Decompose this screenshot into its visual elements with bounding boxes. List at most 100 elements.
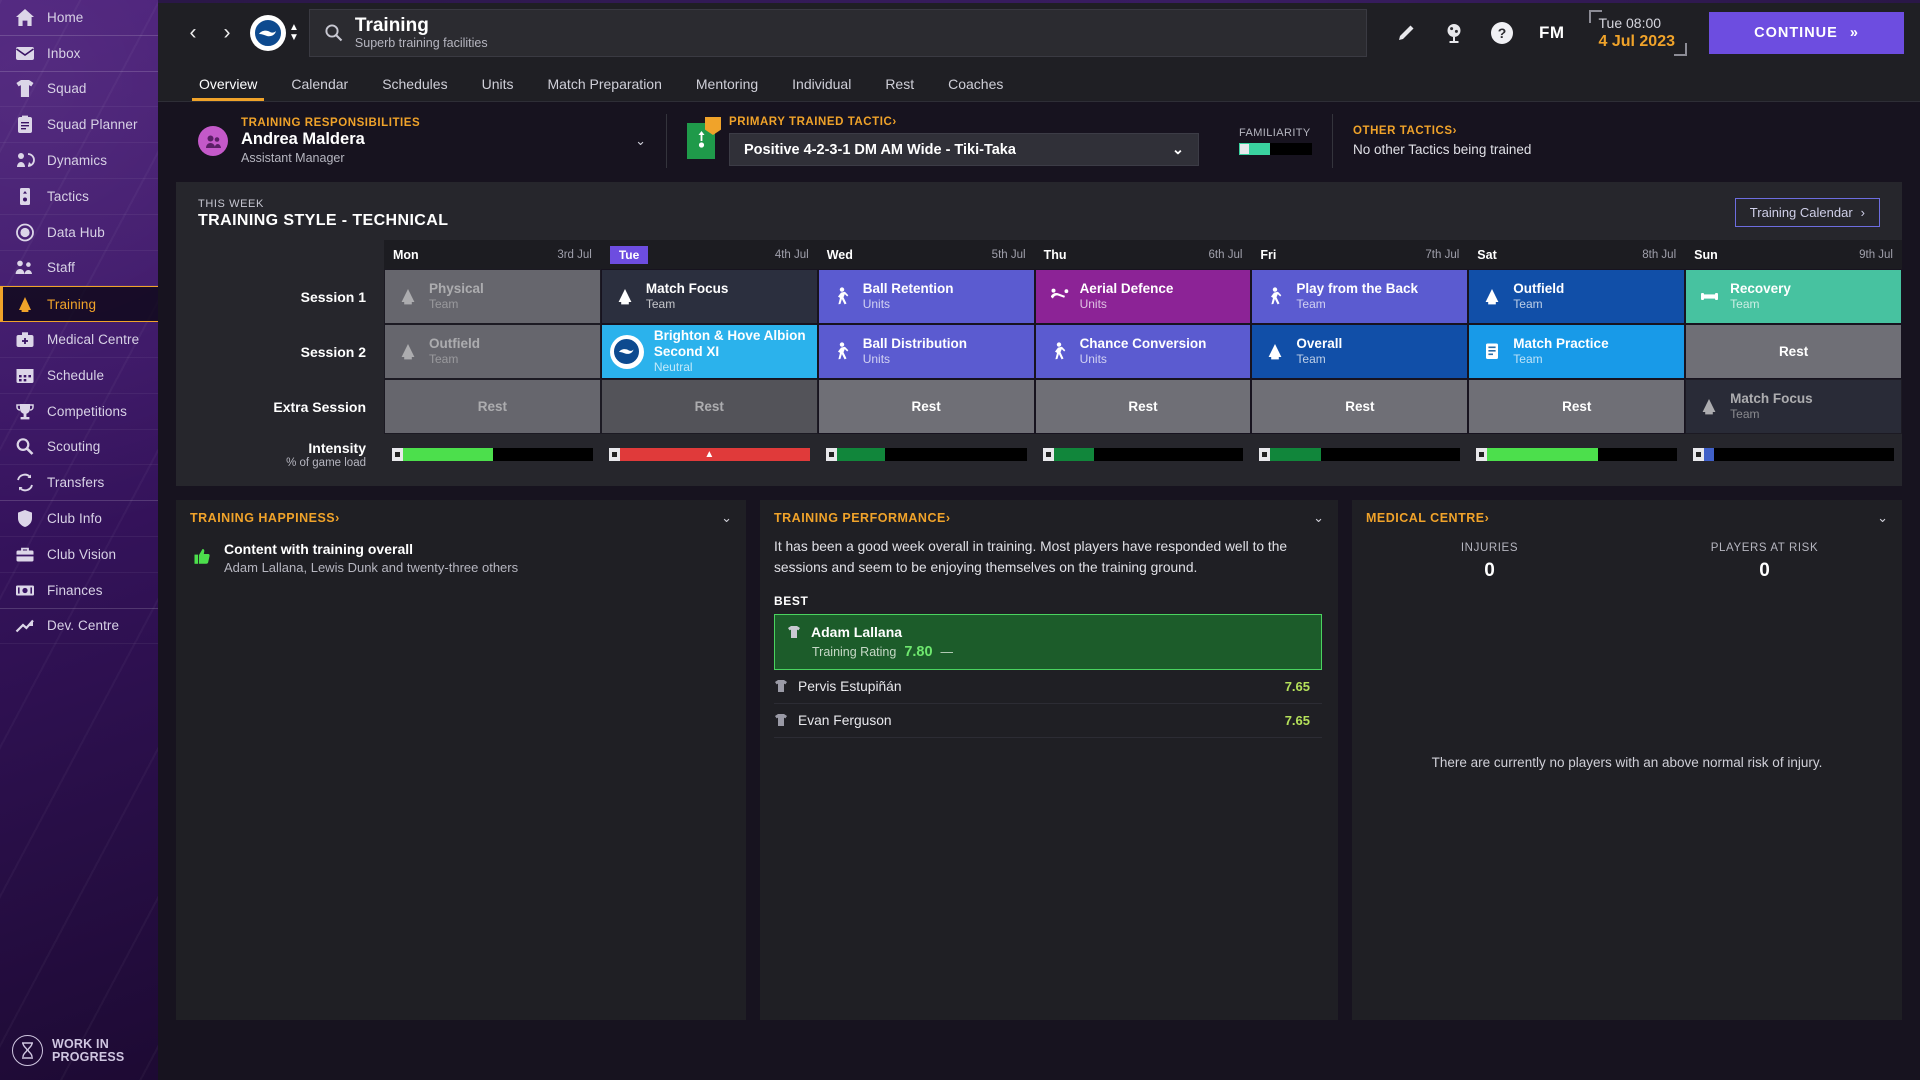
intensity-handle[interactable] bbox=[608, 447, 620, 461]
intensity-bar[interactable] bbox=[392, 447, 593, 461]
tab-coaches[interactable]: Coaches bbox=[931, 67, 1020, 101]
tab-overview[interactable]: Overview bbox=[182, 67, 274, 101]
intensity-handle[interactable] bbox=[825, 447, 837, 461]
intensity-handle[interactable] bbox=[392, 447, 403, 461]
club-switch-icon[interactable]: ▲ ▼ bbox=[289, 22, 299, 43]
performance-row[interactable]: Pervis Estupiñán 7.65 bbox=[774, 670, 1322, 704]
sidebar-item-training[interactable]: Training bbox=[0, 286, 158, 323]
training-session-cell[interactable]: Outfield Team bbox=[384, 324, 601, 379]
tab-schedules[interactable]: Schedules bbox=[365, 67, 464, 101]
edit-icon[interactable] bbox=[1393, 20, 1419, 46]
sidebar-item-scouting[interactable]: Scouting bbox=[0, 430, 158, 466]
forward-button[interactable]: › bbox=[223, 21, 231, 44]
training-session-cell[interactable]: Chance Conversion Units bbox=[1034, 324, 1252, 379]
tab-units[interactable]: Units bbox=[465, 67, 531, 101]
primary-tactic-block: PRIMARY TRAINED TACTIC› Positive 4-2-3-1… bbox=[687, 116, 1312, 166]
sidebar-item-inbox[interactable]: Inbox bbox=[0, 36, 158, 72]
tab-rest[interactable]: Rest bbox=[868, 67, 931, 101]
back-button[interactable]: ‹ bbox=[189, 21, 197, 44]
intensity-handle[interactable] bbox=[1259, 447, 1271, 461]
chevron-down-icon[interactable]: ⌄ bbox=[635, 133, 646, 148]
day-header: Sat 8th Jul bbox=[1468, 240, 1686, 269]
sidebar-item-squad-planner[interactable]: Squad Planner bbox=[0, 107, 158, 144]
happiness-row[interactable]: Content with training overall Adam Lalla… bbox=[176, 530, 746, 577]
training-session-cell[interactable]: Ball Retention Units bbox=[817, 269, 1035, 324]
training-session-rest-cell[interactable]: Rest bbox=[1468, 379, 1686, 434]
intensity-bar[interactable] bbox=[1476, 447, 1678, 461]
intensity-bar[interactable]: ▲ bbox=[608, 447, 810, 461]
intensity-cell[interactable]: ▲ bbox=[601, 434, 818, 474]
globe-icon[interactable] bbox=[1441, 20, 1467, 46]
training-session-cell[interactable]: Match Focus Team bbox=[1685, 379, 1902, 434]
training-session-cell[interactable]: Ball Distribution Units bbox=[817, 324, 1035, 379]
chevron-down-icon[interactable]: ⌄ bbox=[721, 510, 732, 525]
training-session-rest-cell[interactable]: Rest bbox=[1034, 379, 1252, 434]
training-session-rest-cell[interactable]: Rest bbox=[600, 379, 818, 434]
intensity-bar[interactable] bbox=[1042, 447, 1244, 461]
tab-mentoring[interactable]: Mentoring bbox=[679, 67, 775, 101]
sidebar-item-dynamics[interactable]: Dynamics bbox=[0, 143, 158, 179]
sidebar-item-squad[interactable]: Squad bbox=[0, 72, 158, 108]
intensity-cell[interactable] bbox=[1685, 434, 1902, 474]
training-session-rest-cell[interactable]: Rest bbox=[1251, 379, 1469, 434]
training-session-cell[interactable]: Match Practice Team bbox=[1468, 324, 1686, 379]
help-icon[interactable]: ? bbox=[1489, 20, 1515, 46]
sidebar-item-schedule[interactable]: Schedule bbox=[0, 358, 158, 394]
training-performance-title[interactable]: TRAINING PERFORMANCE› bbox=[774, 511, 951, 525]
training-happiness-title[interactable]: TRAINING HAPPINESS› bbox=[190, 511, 340, 525]
performance-row[interactable]: Evan Ferguson 7.65 bbox=[774, 704, 1322, 738]
sidebar-item-club-info[interactable]: Club Info bbox=[0, 501, 158, 537]
sidebar-item-data-hub[interactable]: Data Hub bbox=[0, 215, 158, 251]
brighton-crest-icon[interactable] bbox=[250, 15, 286, 51]
intensity-handle[interactable] bbox=[1476, 447, 1488, 461]
continue-button[interactable]: CONTINUE » bbox=[1709, 12, 1904, 54]
chevron-down-icon[interactable]: ⌄ bbox=[1313, 510, 1324, 525]
primary-tactic-select[interactable]: Positive 4-2-3-1 DM AM Wide - Tiki-Taka … bbox=[729, 133, 1199, 166]
training-session-cell[interactable]: Play from the Back Team bbox=[1251, 269, 1469, 324]
training-session-cell[interactable]: Recovery Team bbox=[1685, 269, 1902, 324]
intensity-cell[interactable] bbox=[1035, 434, 1252, 474]
training-session-cell[interactable]: Physical Team bbox=[384, 269, 601, 324]
chevron-down-icon[interactable]: ⌄ bbox=[1877, 510, 1888, 525]
sidebar-item-transfers[interactable]: Transfers bbox=[0, 465, 158, 502]
sidebar-item-home[interactable]: Home bbox=[0, 0, 158, 36]
training-calendar-button[interactable]: Training Calendar › bbox=[1734, 198, 1880, 227]
cell-title: Chance Conversion bbox=[1079, 336, 1207, 351]
training-session-rest-cell[interactable]: Rest bbox=[817, 379, 1035, 434]
sidebar-item-club-vision[interactable]: Club Vision bbox=[0, 537, 158, 573]
best-player-card[interactable]: Adam Lallana Training Rating 7.80 — bbox=[774, 614, 1322, 670]
intensity-bar[interactable] bbox=[1259, 447, 1461, 461]
other-tactics-label: OTHER TACTICS› bbox=[1353, 124, 1457, 137]
training-responsibilities[interactable]: TRAINING RESPONSIBILITIES Andrea Maldera… bbox=[176, 117, 646, 166]
sidebar-item-label: Tactics bbox=[47, 188, 89, 204]
sidebar-item-finances[interactable]: Finances bbox=[0, 573, 158, 609]
medical-centre-title[interactable]: MEDICAL CENTRE› bbox=[1366, 511, 1490, 525]
intensity-cell[interactable] bbox=[818, 434, 1035, 474]
search-input[interactable]: Training Superb training facilities bbox=[308, 9, 1367, 57]
sidebar-item-competitions[interactable]: Competitions bbox=[0, 394, 158, 430]
sidebar-item-tactics[interactable]: Tactics bbox=[0, 179, 158, 215]
intensity-cell[interactable] bbox=[384, 434, 601, 474]
intensity-handle[interactable] bbox=[1693, 447, 1705, 461]
tab-match-preparation[interactable]: Match Preparation bbox=[530, 67, 678, 101]
intensity-handle[interactable] bbox=[1042, 447, 1054, 461]
intensity-cell[interactable] bbox=[1251, 434, 1468, 474]
intensity-bar[interactable] bbox=[825, 447, 1027, 461]
tab-individual[interactable]: Individual bbox=[775, 67, 868, 101]
intensity-cell[interactable] bbox=[1468, 434, 1685, 474]
best-rating-label: Training Rating bbox=[812, 645, 897, 659]
sidebar-item-dev-centre[interactable]: Dev. Centre bbox=[0, 609, 158, 645]
training-session-cell[interactable]: Match Focus Team bbox=[600, 269, 818, 324]
training-session-cell[interactable]: Overall Team bbox=[1251, 324, 1469, 379]
sidebar-item-staff[interactable]: Staff bbox=[0, 251, 158, 287]
tab-calendar[interactable]: Calendar bbox=[274, 67, 365, 101]
training-session-cell[interactable]: Outfield Team bbox=[1468, 269, 1686, 324]
training-session-cell[interactable]: Brighton & Hove Albion Second XI Neutral bbox=[600, 324, 818, 379]
training-session-rest-cell[interactable]: Rest bbox=[1685, 324, 1902, 379]
training-session-rest-cell[interactable]: Rest bbox=[384, 379, 601, 434]
cell-title: Rest bbox=[477, 398, 508, 414]
training-session-cell[interactable]: Aerial Defence Units bbox=[1034, 269, 1252, 324]
intensity-bar[interactable] bbox=[1693, 447, 1894, 461]
sidebar-item-medical-centre[interactable]: Medical Centre bbox=[0, 322, 158, 358]
best-label: BEST bbox=[774, 594, 809, 608]
